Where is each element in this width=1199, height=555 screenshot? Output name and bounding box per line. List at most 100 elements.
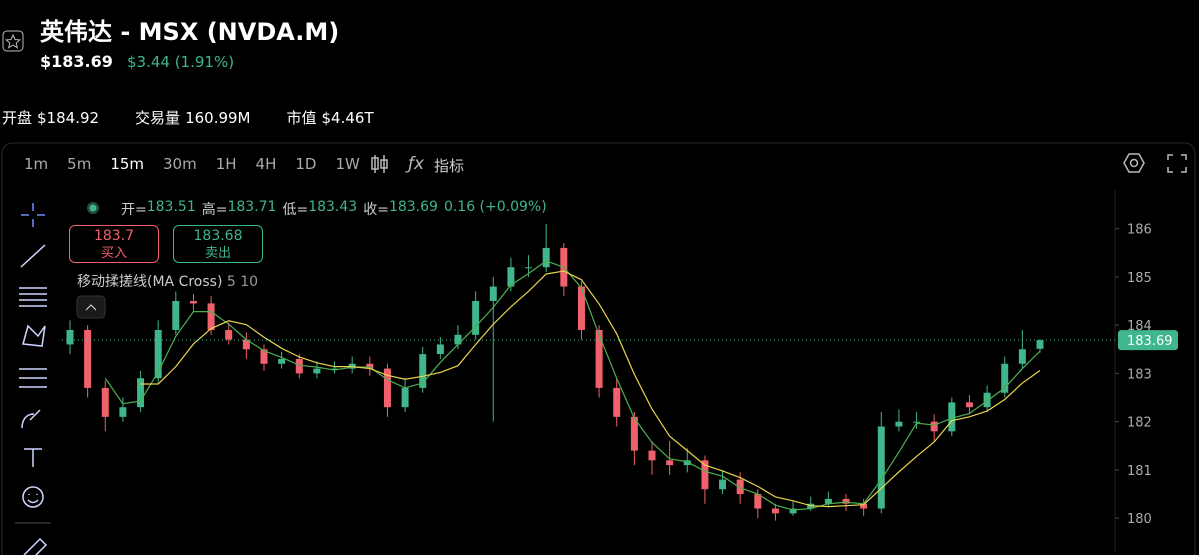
- fib-tool[interactable]: [19, 287, 47, 307]
- candle-body: [771, 508, 779, 514]
- interval-button[interactable]: 1W: [335, 155, 360, 173]
- value: 183.43: [308, 199, 358, 215]
- candle-body: [189, 301, 197, 304]
- interval-button[interactable]: 1H: [215, 155, 237, 173]
- candle-body: [789, 508, 797, 514]
- interval-toolbar: 1m 5m 15m 30m 1H 4H 1D 1W: [24, 155, 360, 173]
- interval-button[interactable]: 30m: [163, 155, 197, 173]
- candle-body: [630, 416, 638, 451]
- fx-icon[interactable]: ƒx: [405, 154, 425, 174]
- interval-button[interactable]: 5m: [67, 155, 92, 173]
- indicators-button[interactable]: 指标: [434, 157, 465, 175]
- candle-body: [489, 286, 497, 302]
- sell-label: 卖出: [204, 246, 231, 261]
- stat: 交易量 160.99M: [135, 107, 250, 128]
- collapse-icon: [85, 304, 97, 311]
- stat-label: 交易量: [135, 109, 181, 127]
- legend-entry: 5: [226, 274, 236, 290]
- sell-button[interactable]: 183.68 卖出: [173, 225, 263, 263]
- candle-body: [648, 450, 656, 461]
- candle-body: [366, 363, 374, 369]
- buy-button[interactable]: 183.7 买入: [69, 225, 159, 263]
- ma-line: [140, 270, 1041, 508]
- candle-body: [507, 267, 515, 287]
- candle-body: [154, 329, 162, 379]
- y-tick-label: 181: [1127, 464, 1152, 479]
- candle-body: [436, 344, 444, 355]
- candle-body: [1036, 340, 1044, 349]
- candle-body: [965, 402, 973, 408]
- candle-body: [260, 349, 268, 364]
- candle-body: [401, 387, 409, 408]
- indicator-name: 移动揉搓线(MA Cross): [77, 274, 223, 290]
- collapse-button[interactable]: [76, 295, 106, 319]
- candle-type-button[interactable]: [371, 155, 388, 173]
- fullscreen-button[interactable]: [1167, 154, 1187, 173]
- price: $183.69: [40, 52, 113, 71]
- chart-panel: [1, 142, 1196, 555]
- candle-body: [172, 301, 180, 330]
- candle-body: [225, 329, 233, 340]
- legend-entry: 10: [240, 274, 259, 290]
- interval-button[interactable]: 4H: [255, 155, 277, 173]
- visibility-dot-core: [89, 204, 97, 212]
- value: 0.16 (+0.09%): [443, 199, 547, 215]
- candle-body: [595, 329, 603, 388]
- candle-body: [542, 247, 550, 268]
- candle-body: [736, 479, 744, 495]
- star-icon: [4, 33, 22, 49]
- candle-body: [930, 421, 938, 432]
- candle-body: [983, 392, 991, 408]
- favorite-button[interactable]: [2, 30, 24, 52]
- emoji-face: [27, 494, 39, 504]
- stat-value: 160.99M: [185, 109, 251, 127]
- candle-body: [948, 402, 956, 432]
- stat: 开盘 $184.92: [2, 107, 99, 128]
- candle-body: [472, 301, 480, 335]
- candle-body: [419, 354, 427, 388]
- label: 开=: [121, 202, 147, 218]
- y-tick-label: 183: [1127, 367, 1152, 382]
- indicator-legend: 移动揉搓线(MA Cross) 5 10: [77, 271, 258, 291]
- candle-body: [683, 460, 691, 466]
- label: 收=: [363, 202, 389, 218]
- candle-body: [1001, 363, 1009, 393]
- settings-button[interactable]: [1123, 153, 1145, 173]
- value: 183.69: [388, 199, 438, 215]
- y-tick-label: 182: [1127, 416, 1152, 431]
- candle-body: [331, 368, 339, 370]
- text-tool[interactable]: [24, 448, 42, 467]
- candle-body: [666, 460, 674, 466]
- emoji-tool[interactable]: [22, 486, 44, 508]
- interval-button[interactable]: 1D: [295, 155, 317, 173]
- buy-price: 183.7: [93, 228, 135, 244]
- label: 低=: [282, 202, 309, 218]
- stat-value: $4.46T: [321, 109, 374, 127]
- interval-button[interactable]: 15m: [110, 155, 145, 173]
- candle-body: [137, 378, 145, 408]
- pattern-tool[interactable]: [22, 324, 46, 347]
- title: 英伟达 - MSX (NVDA.M): [40, 18, 340, 46]
- stats: 开盘 $184.92 交易量 160.99M 市值 $4.46T: [2, 107, 374, 128]
- candle-body: [613, 387, 621, 417]
- interval-button[interactable]: 1m: [24, 155, 49, 173]
- crosshair-tool[interactable]: [21, 203, 45, 227]
- ruler-tool[interactable]: [23, 537, 48, 555]
- candle-body: [525, 267, 533, 269]
- candle-body: [577, 286, 585, 330]
- candle-body: [1018, 349, 1026, 364]
- buy-label: 买入: [100, 246, 127, 261]
- candle-body: [207, 303, 215, 330]
- brush-tool[interactable]: [21, 409, 41, 429]
- projection-tool[interactable]: [19, 368, 47, 388]
- candle-body: [383, 368, 391, 408]
- last-price-tag: [1118, 330, 1178, 351]
- value: 183.71: [227, 199, 277, 215]
- candle-body: [278, 358, 286, 364]
- candle-body: [895, 421, 903, 427]
- stat-label: 市值: [286, 109, 317, 127]
- trendline-tool[interactable]: [20, 244, 46, 268]
- candle-body: [119, 407, 127, 417]
- sell-price: 183.68: [193, 228, 243, 244]
